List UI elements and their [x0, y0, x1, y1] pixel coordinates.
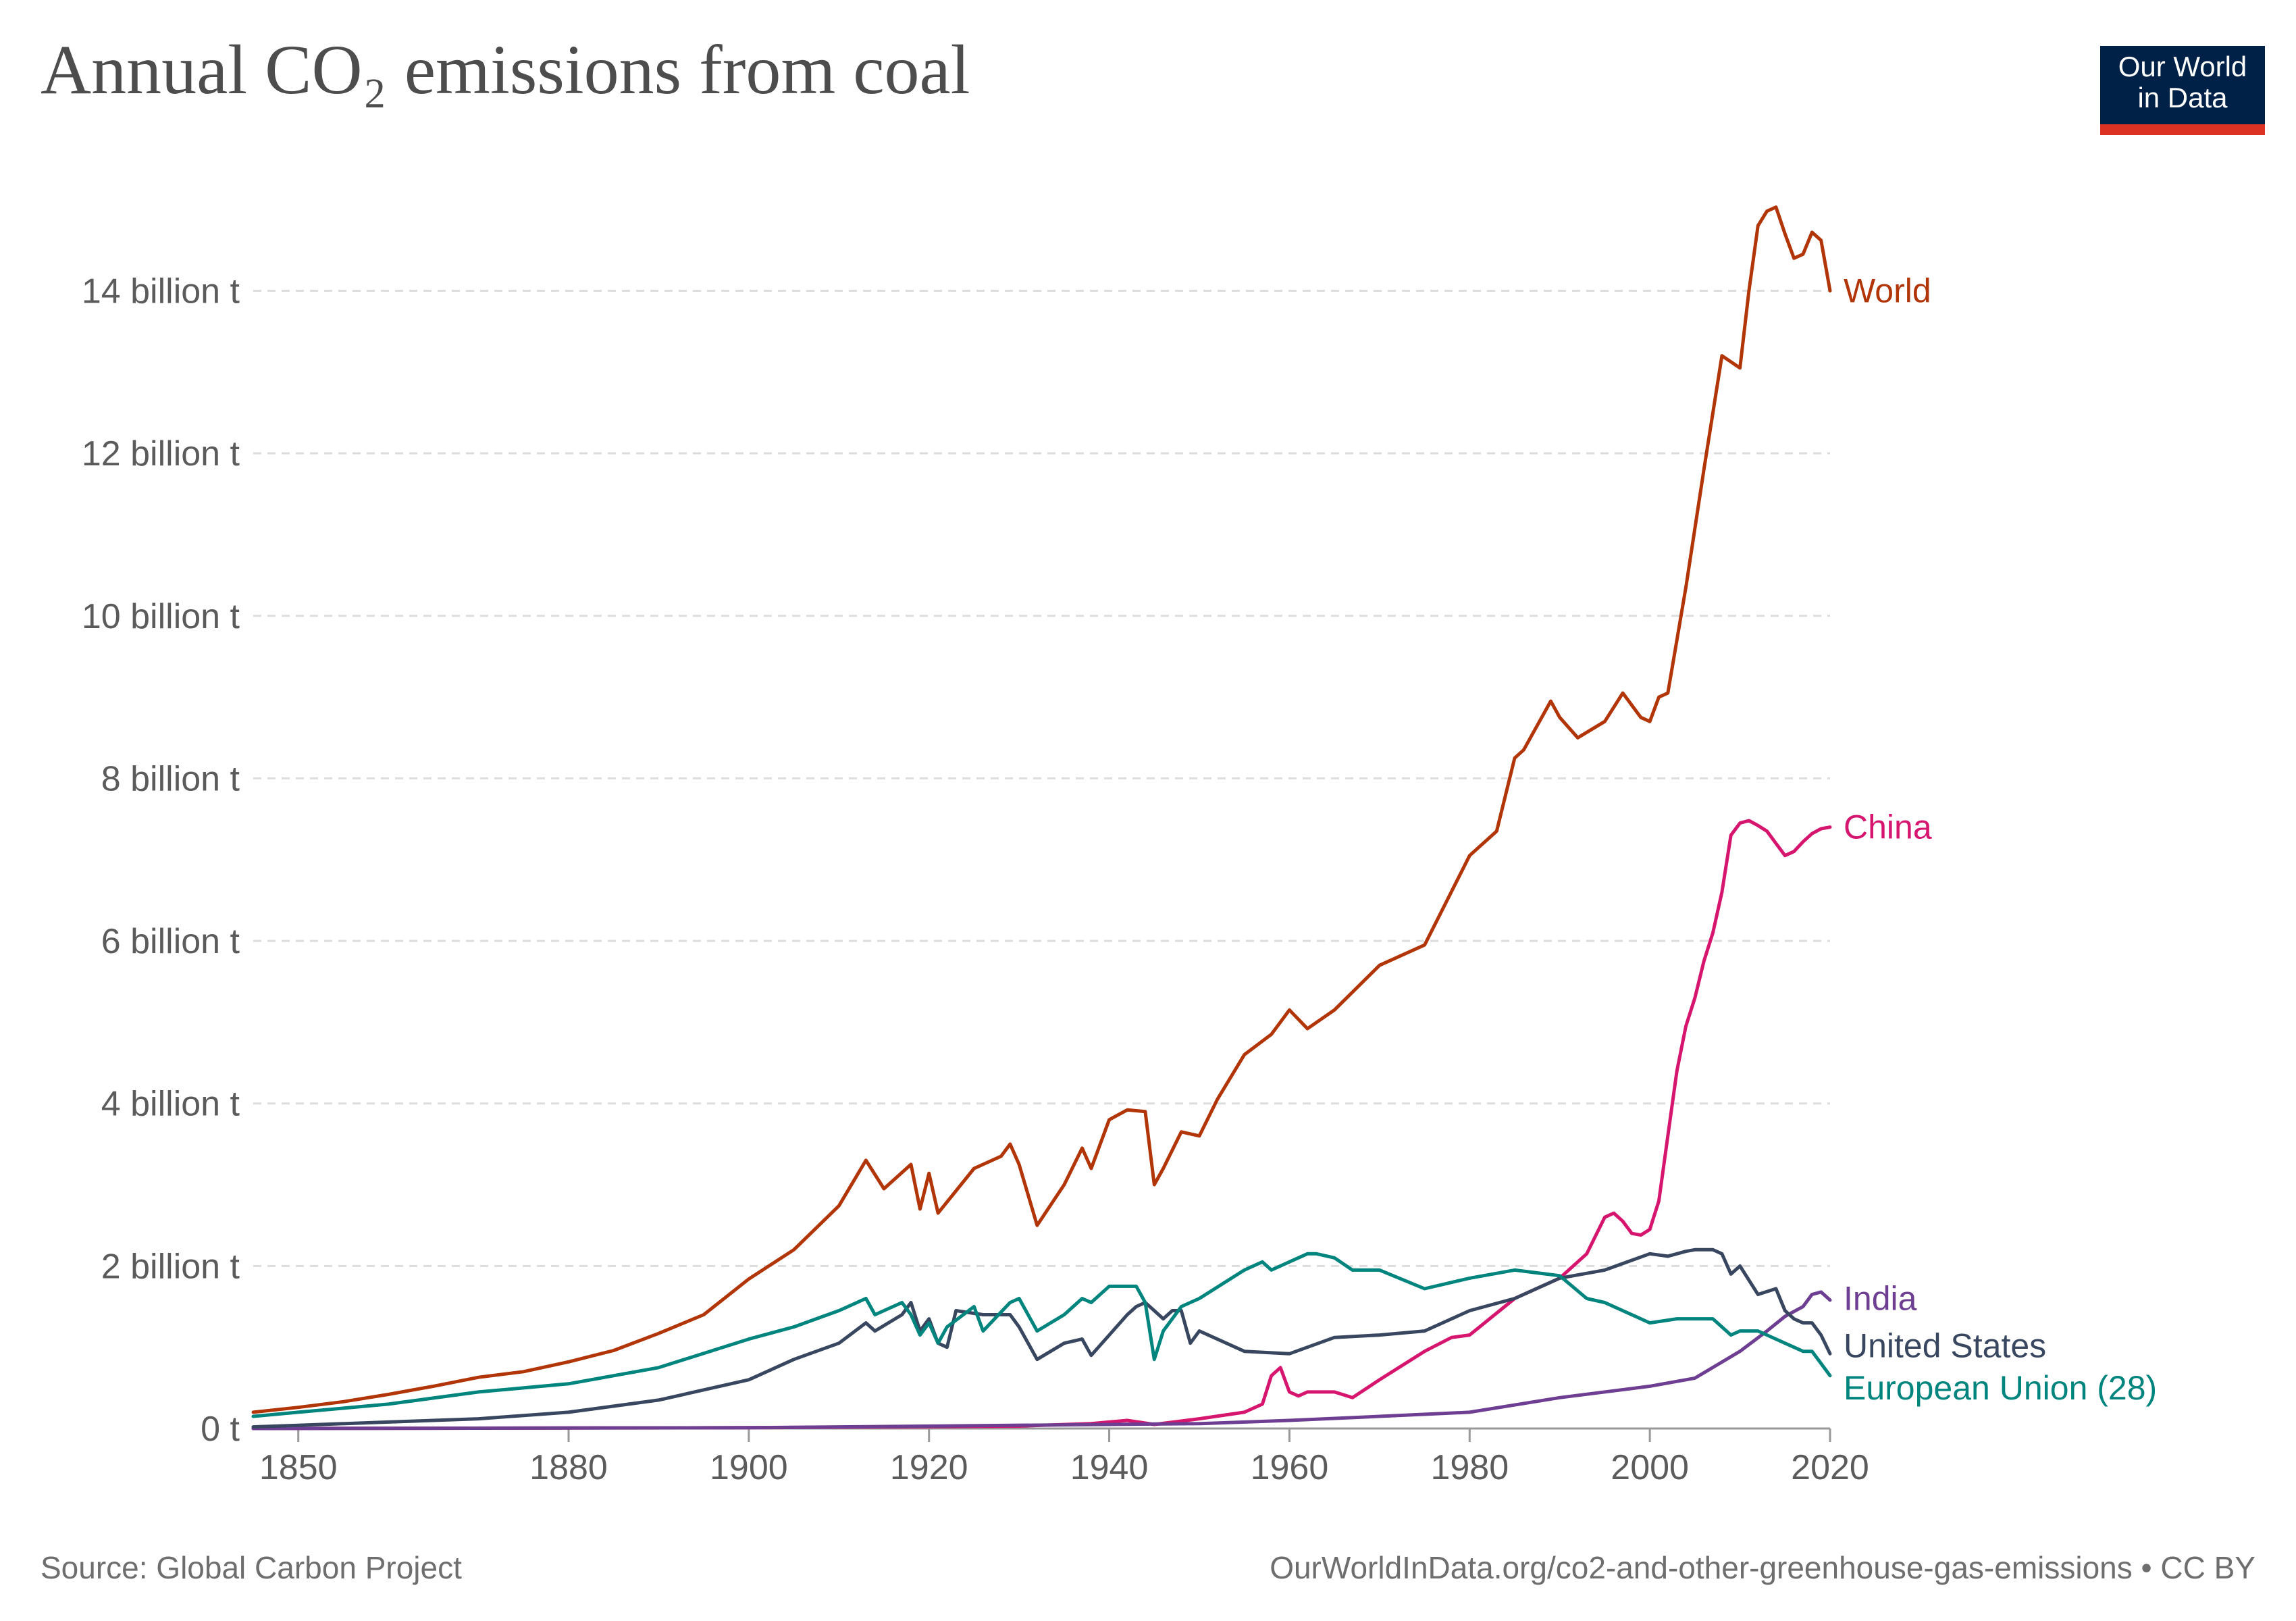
chart-title: Annual CO₂ emissions from coal: [41, 31, 970, 109]
x-tick-label: 1940: [1070, 1448, 1149, 1487]
series-line-china[interactable]: [251, 819, 1832, 1431]
y-tick-label: 8 billion t: [101, 759, 240, 798]
source-url[interactable]: OurWorldInData.org/co2-and-other-greenho…: [1270, 1550, 2255, 1585]
x-tick-label: 1960: [1251, 1448, 1329, 1487]
source-note[interactable]: Source: Global Carbon Project: [41, 1550, 462, 1585]
x-axis: 1850 1880 1900 1920 1940 1960 1980 2000 2020: [253, 1427, 1869, 1487]
series-line-world[interactable]: [251, 205, 1832, 1414]
owid-logo[interactable]: Our World in Data: [2100, 46, 2265, 135]
series-label-united-states[interactable]: United States: [1844, 1327, 2046, 1364]
x-tick-label: 1900: [710, 1448, 788, 1487]
series-line-united-states[interactable]: [251, 1247, 1832, 1429]
series-lines: [251, 205, 1832, 1431]
y-tick-label: 0 t: [201, 1410, 240, 1449]
series-label-india[interactable]: India: [1844, 1279, 1917, 1317]
logo-line-1: Our World: [2118, 51, 2247, 82]
y-tick-label: 6 billion t: [101, 922, 240, 961]
series-labels: World China India United States European Uni…: [1844, 272, 2157, 1406]
y-axis-ticks: 0 t 2 billion t 4 billion t 6 billion t 8 bi…: [82, 272, 240, 1449]
x-tick-label: 1850: [259, 1448, 338, 1487]
x-tick-label: 1980: [1430, 1448, 1509, 1487]
y-tick-label: 14 billion t: [82, 272, 240, 311]
series-line-european-union-28[interactable]: [251, 1252, 1832, 1418]
x-tick-label: 1920: [890, 1448, 968, 1487]
x-tick-label: 2000: [1611, 1448, 1689, 1487]
logo-line-2: in Data: [2137, 82, 2228, 113]
y-tick-label: 2 billion t: [101, 1247, 240, 1286]
y-tick-label: 12 billion t: [82, 434, 240, 473]
y-tick-label: 4 billion t: [101, 1085, 240, 1124]
series-label-european-union-28[interactable]: European Union (28): [1844, 1369, 2157, 1407]
gridlines: [253, 289, 1830, 1267]
y-tick-label: 10 billion t: [82, 597, 240, 636]
x-tick-label: 1880: [529, 1448, 608, 1487]
series-line-india[interactable]: [251, 1290, 1832, 1431]
series-label-china[interactable]: China: [1844, 808, 1932, 846]
x-tick-label: 2020: [1791, 1448, 1869, 1487]
series-label-world[interactable]: World: [1844, 272, 1931, 309]
